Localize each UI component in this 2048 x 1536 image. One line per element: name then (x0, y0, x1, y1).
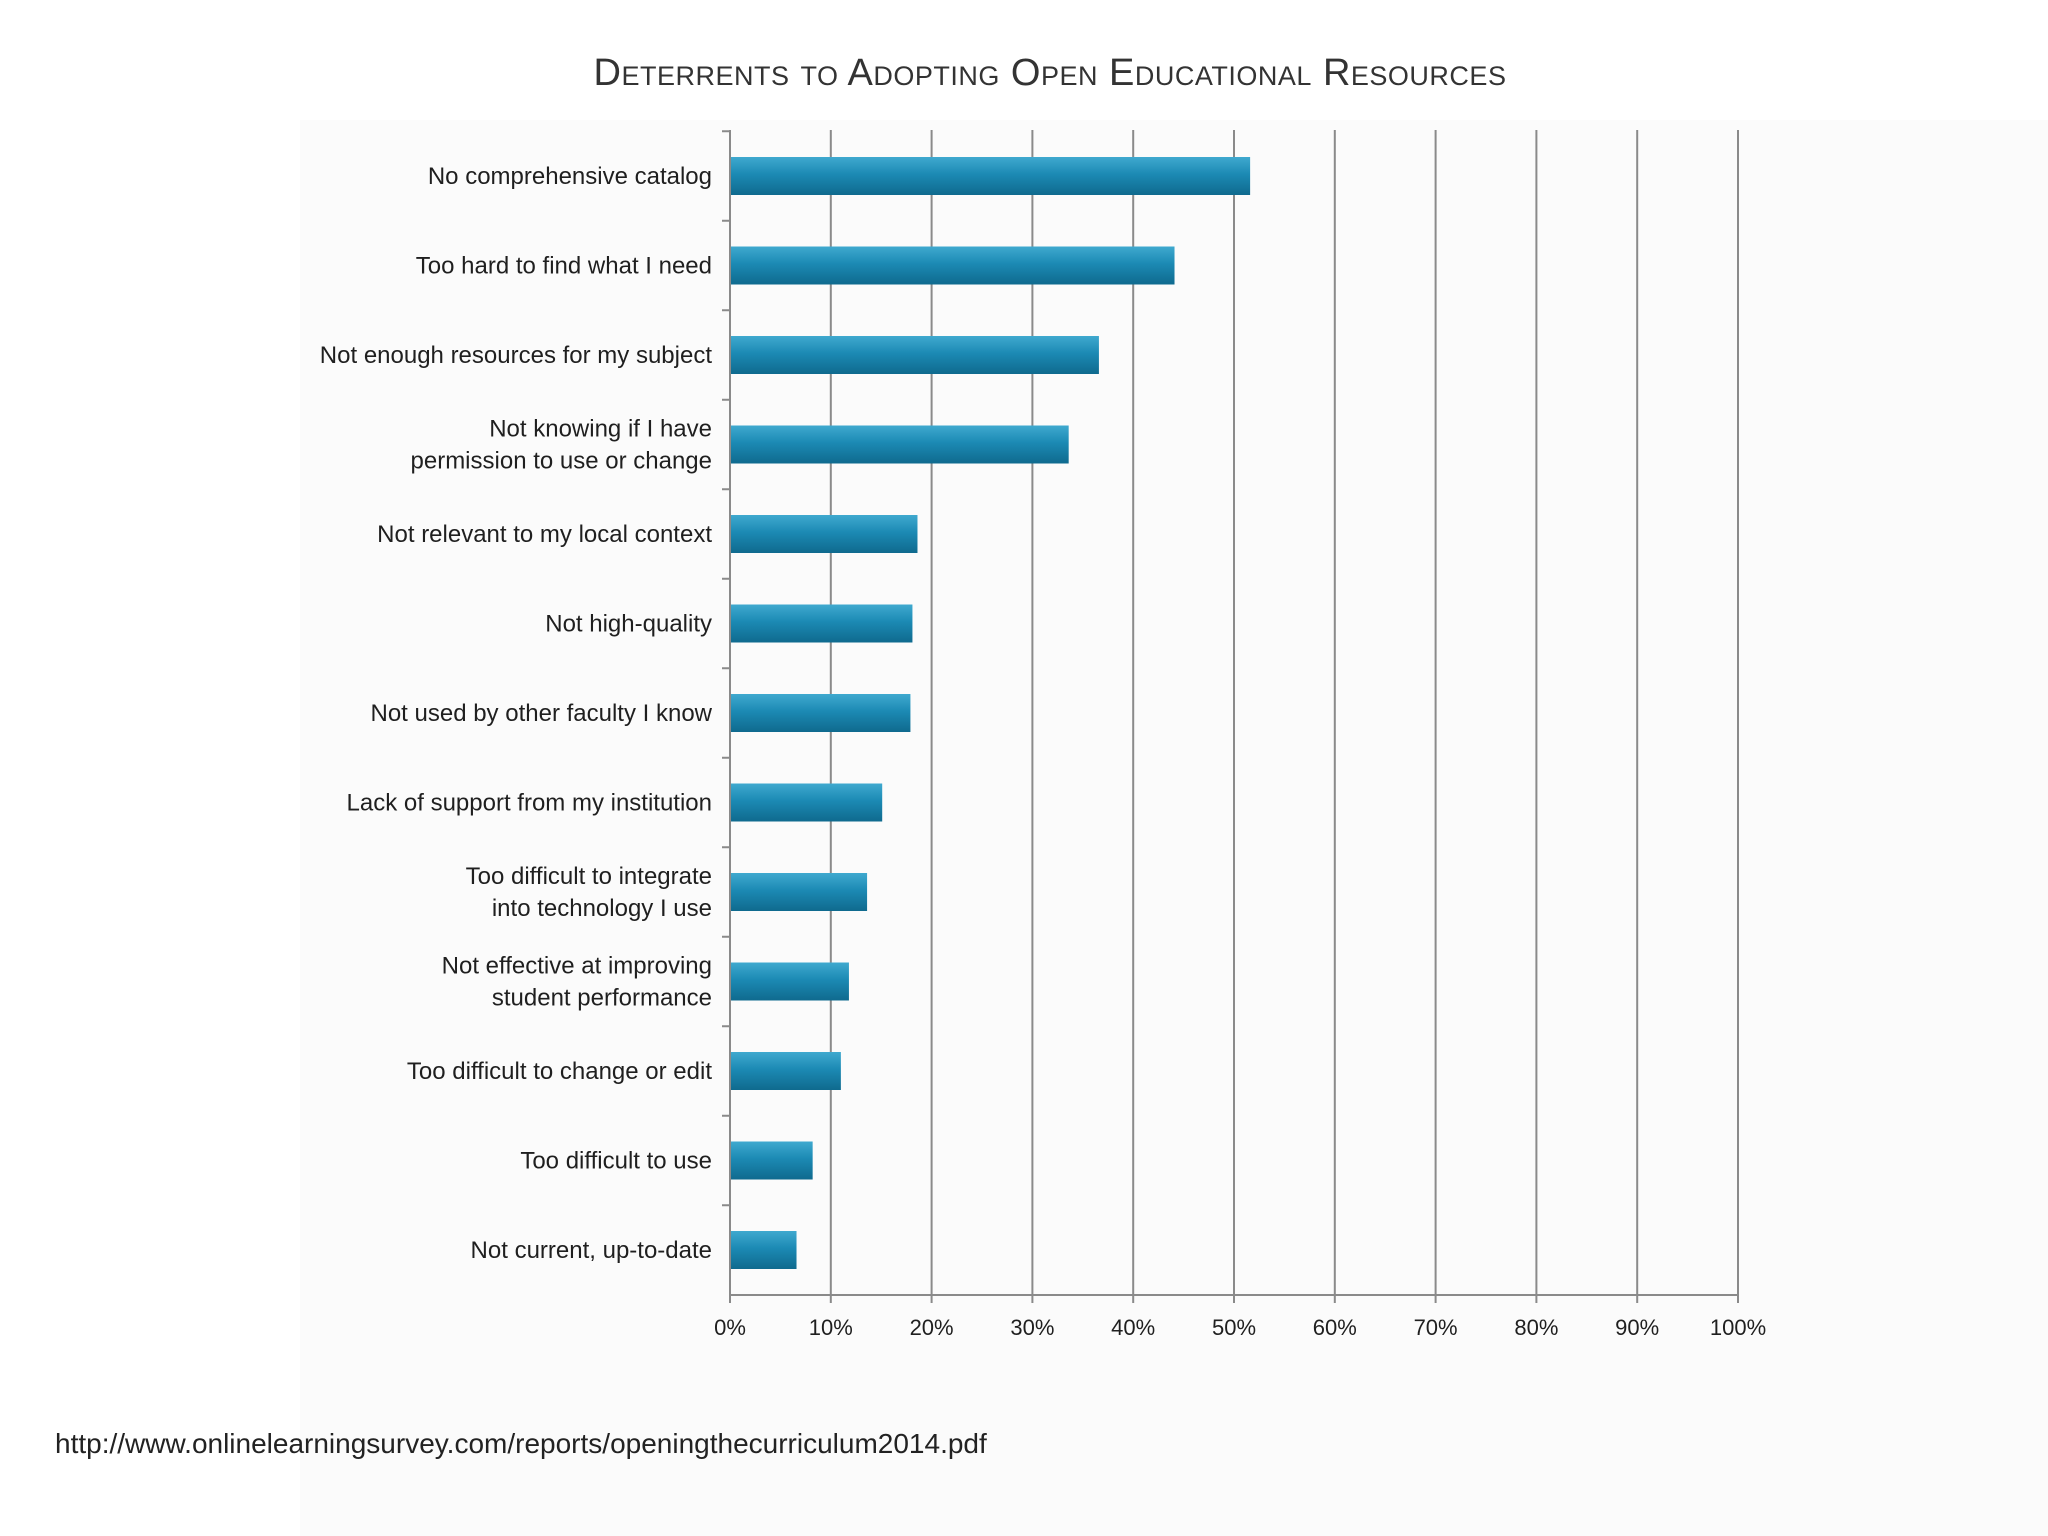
category-label-line: No comprehensive catalog (428, 163, 712, 190)
bar (731, 873, 868, 911)
bar-chart: No comprehensive catalog Too hard to find… (320, 130, 1766, 1340)
category-label-line: Lack of support from my institution (347, 790, 712, 817)
x-tick-label: 70% (1414, 1315, 1458, 1340)
x-tick-label: 80% (1514, 1315, 1558, 1340)
chart-title: Deterrents to Adopting Open Educational … (593, 52, 1507, 94)
bar (731, 962, 849, 1001)
x-tick-label: 60% (1313, 1315, 1357, 1340)
category-label: Not used by other faculty I know (370, 700, 712, 727)
category-label-line: Not high-quality (545, 611, 712, 638)
x-tick-label: 50% (1212, 1315, 1256, 1340)
category-label: Not enough resources for my subject (320, 342, 713, 369)
category-label: Too difficult to use (520, 1148, 712, 1175)
bar (731, 246, 1175, 285)
source-url: http://www.onlinelearningsurvey.com/repo… (55, 1428, 987, 1459)
category-label: Not high-quality (545, 611, 712, 638)
category-label: Too difficult to change or edit (407, 1058, 712, 1085)
bar (731, 425, 1069, 464)
x-tick-label: 100% (1710, 1315, 1766, 1340)
bar (731, 1141, 813, 1180)
x-tick-label: 0% (714, 1315, 746, 1340)
bar (731, 783, 883, 822)
category-label-line: Not current, up-to-date (471, 1237, 712, 1264)
category-label: Not relevant to my local context (377, 521, 712, 548)
bar (731, 1052, 841, 1090)
bar (731, 157, 1251, 195)
category-label: Too difficult to integrate into technolog… (466, 863, 712, 922)
category-label-line: Too difficult to integrate (466, 863, 712, 890)
x-tick-label: 40% (1111, 1315, 1155, 1340)
category-label-line: Too hard to find what I need (416, 253, 712, 280)
bar (731, 1231, 797, 1269)
bar (731, 515, 918, 553)
category-label-line: Not knowing if I have (489, 416, 712, 443)
category-label: Not effective at improving student perfor… (442, 953, 712, 1012)
x-tick-label: 20% (910, 1315, 954, 1340)
bar (731, 336, 1099, 374)
category-label-line: Not enough resources for my subject (320, 342, 713, 369)
category-label-line: permission to use or change (411, 448, 713, 475)
category-label: No comprehensive catalog (428, 163, 712, 190)
x-tick-label: 90% (1615, 1315, 1659, 1340)
category-label-line: Not effective at improving (442, 953, 712, 980)
category-label: Not knowing if I have permission to use o… (411, 416, 713, 475)
category-label: Lack of support from my institution (347, 790, 712, 817)
x-tick-label: 30% (1010, 1315, 1054, 1340)
category-label: Not current, up-to-date (471, 1237, 712, 1264)
category-label-line: Not relevant to my local context (377, 521, 712, 548)
bar (731, 604, 913, 643)
chart-background (300, 120, 2048, 1536)
category-label-line: Too difficult to use (520, 1148, 712, 1175)
x-tick-label: 10% (809, 1315, 853, 1340)
category-label-line: student performance (492, 985, 712, 1012)
category-label-line: Not used by other faculty I know (370, 700, 712, 727)
bar (731, 694, 911, 732)
category-label-line: into technology I use (492, 895, 712, 922)
category-label-line: Too difficult to change or edit (407, 1058, 712, 1085)
category-label: Too hard to find what I need (416, 253, 712, 280)
